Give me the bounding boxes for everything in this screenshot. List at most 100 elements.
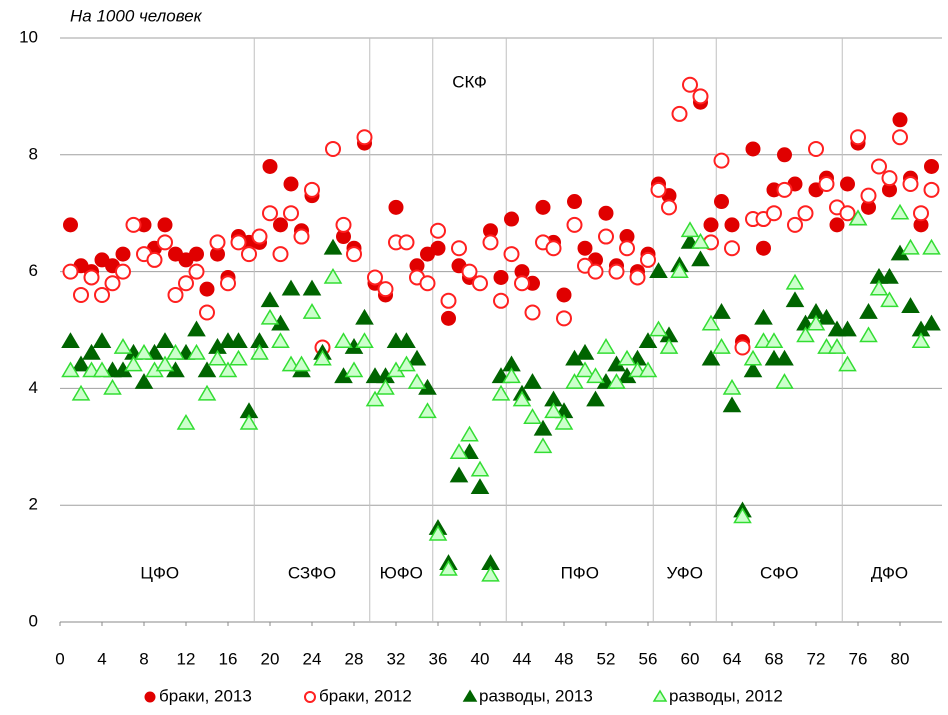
- point: [199, 281, 215, 297]
- district-label: ЦФО: [140, 563, 179, 582]
- point: [880, 291, 899, 308]
- point: [869, 279, 889, 296]
- point: [470, 478, 490, 495]
- point: [157, 217, 173, 233]
- point: [323, 267, 343, 284]
- point: [377, 281, 394, 298]
- point: [733, 507, 752, 524]
- point: [365, 390, 385, 407]
- point: [586, 390, 605, 407]
- point: [304, 181, 320, 198]
- point: [682, 76, 698, 93]
- point: [575, 361, 595, 378]
- x-tick-label: 16: [219, 649, 238, 668]
- point: [155, 332, 175, 349]
- point: [502, 367, 521, 384]
- point: [523, 373, 542, 389]
- x-tick-label: 60: [681, 649, 700, 668]
- point: [188, 263, 205, 280]
- point: [146, 251, 163, 268]
- point: [176, 413, 196, 430]
- legend-label: разводы, 2012: [669, 686, 783, 705]
- point: [491, 384, 511, 401]
- point: [218, 361, 238, 378]
- point: [703, 217, 719, 233]
- point: [745, 141, 761, 157]
- point: [785, 273, 805, 290]
- point: [334, 332, 353, 349]
- point: [82, 343, 101, 360]
- point: [92, 361, 112, 378]
- point: [743, 361, 763, 378]
- legend-marker: [462, 689, 478, 702]
- point: [797, 205, 814, 222]
- point: [638, 361, 658, 378]
- point: [439, 559, 458, 576]
- point: [796, 326, 815, 343]
- point: [208, 349, 227, 366]
- point: [187, 320, 206, 337]
- point: [701, 349, 721, 366]
- point: [533, 419, 553, 436]
- point: [923, 181, 940, 198]
- point: [785, 291, 805, 308]
- point: [241, 246, 257, 263]
- point: [776, 181, 793, 198]
- legend-label: браки, 2013: [159, 686, 252, 705]
- point: [829, 217, 845, 233]
- point: [388, 199, 404, 215]
- point: [230, 234, 247, 251]
- x-tick-label: 32: [387, 649, 406, 668]
- point: [104, 275, 121, 292]
- point: [596, 338, 616, 354]
- point: [523, 408, 542, 424]
- point: [250, 343, 269, 360]
- point: [209, 234, 226, 251]
- point: [586, 367, 605, 384]
- point: [577, 240, 593, 256]
- point: [407, 349, 427, 366]
- point: [61, 332, 80, 349]
- point: [419, 275, 436, 292]
- point: [619, 240, 635, 257]
- point: [262, 205, 278, 222]
- point: [691, 250, 710, 267]
- point: [607, 373, 626, 389]
- point: [504, 211, 519, 227]
- district-label: СФО: [760, 563, 798, 582]
- point: [840, 176, 855, 192]
- point: [661, 199, 677, 216]
- point: [818, 176, 835, 192]
- point: [125, 216, 142, 233]
- point: [325, 140, 341, 157]
- y-tick-label: 8: [29, 144, 38, 163]
- point: [62, 263, 79, 280]
- point: [922, 314, 941, 331]
- point: [712, 303, 731, 319]
- point: [680, 221, 700, 238]
- x-tick-label: 48: [555, 649, 574, 668]
- point: [460, 425, 479, 442]
- point: [481, 565, 500, 582]
- point: [777, 147, 792, 163]
- point: [787, 216, 803, 233]
- x-tick-label: 68: [765, 649, 784, 668]
- legend-label: разводы, 2013: [479, 686, 593, 705]
- point: [451, 240, 467, 257]
- point: [239, 413, 259, 430]
- point: [756, 240, 771, 256]
- point: [503, 246, 520, 263]
- point: [103, 378, 122, 395]
- point: [565, 373, 584, 389]
- point: [638, 332, 658, 349]
- point: [229, 349, 248, 366]
- point: [838, 320, 857, 337]
- point: [617, 349, 637, 366]
- point: [722, 396, 742, 413]
- x-tick-label: 64: [723, 649, 742, 668]
- point: [544, 402, 563, 419]
- point: [922, 238, 941, 255]
- point: [670, 262, 689, 278]
- point: [556, 287, 572, 303]
- point: [166, 343, 185, 360]
